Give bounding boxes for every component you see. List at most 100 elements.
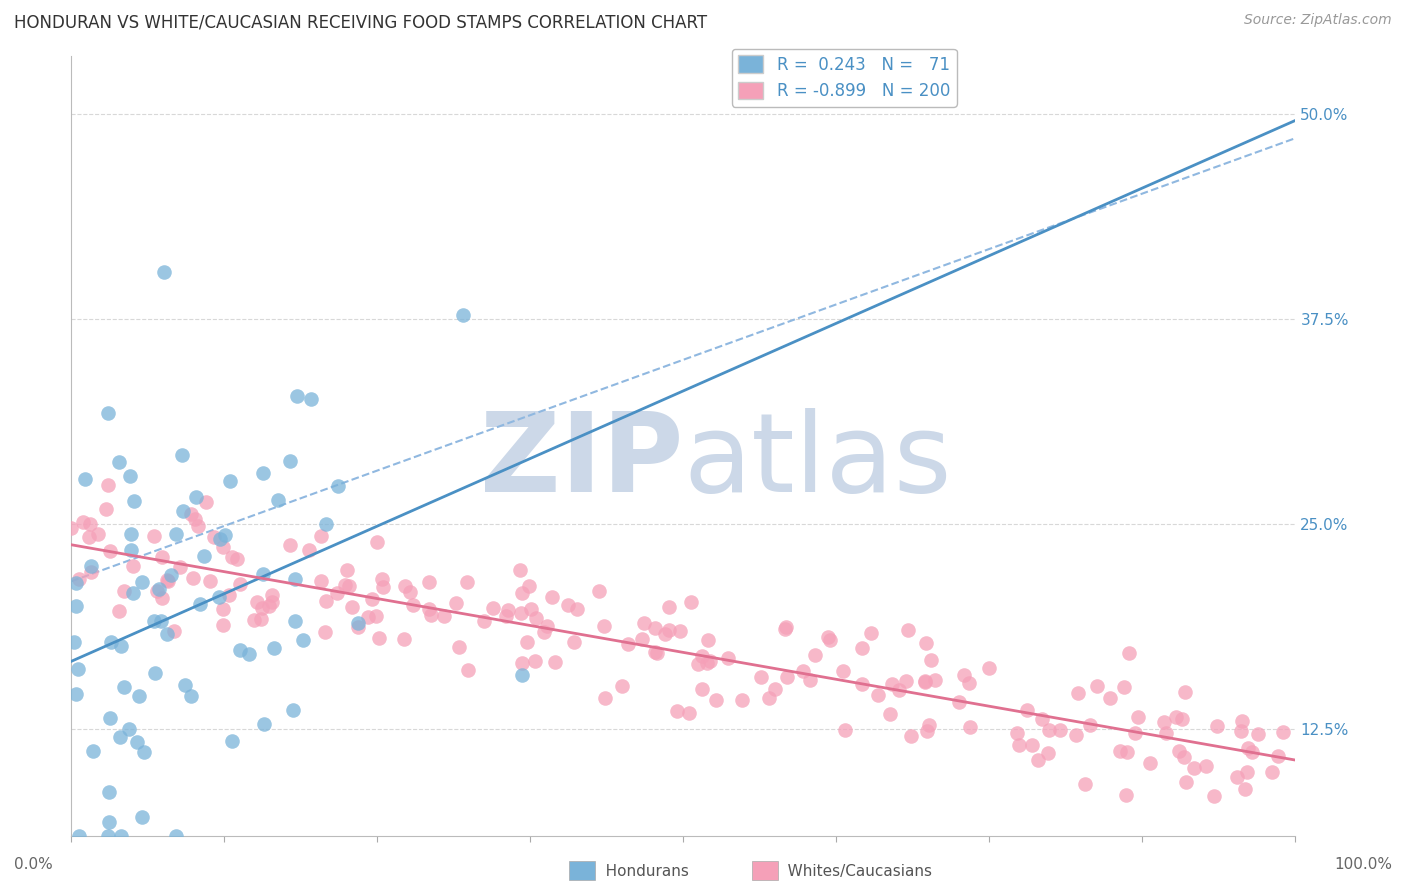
Point <box>172 448 194 462</box>
Point <box>979 661 1001 675</box>
Text: Source: ZipAtlas.com: Source: ZipAtlas.com <box>1244 13 1392 28</box>
Point <box>174 678 197 692</box>
Point <box>1247 727 1270 741</box>
Point <box>366 535 388 549</box>
Point <box>60 521 83 535</box>
Point <box>792 664 814 678</box>
Point <box>63 635 86 649</box>
Point <box>588 583 610 598</box>
Point <box>399 585 422 599</box>
Point <box>97 406 120 420</box>
Point <box>98 711 121 725</box>
Point <box>299 392 322 407</box>
Point <box>246 595 269 609</box>
Point <box>120 469 142 483</box>
Point <box>880 677 903 691</box>
Point <box>1078 717 1101 731</box>
Point <box>186 491 208 505</box>
Point <box>818 633 841 648</box>
Point <box>512 657 534 671</box>
Point <box>188 598 211 612</box>
Point <box>658 623 681 637</box>
Text: HONDURAN VS WHITE/CAUCASIAN RECEIVING FOOD STAMPS CORRELATION CHART: HONDURAN VS WHITE/CAUCASIAN RECEIVING FO… <box>14 13 707 31</box>
Point <box>644 645 666 659</box>
Point <box>831 664 853 678</box>
Point <box>595 691 617 706</box>
Point <box>97 785 120 799</box>
Point <box>242 613 264 627</box>
Point <box>1116 745 1139 759</box>
Point <box>225 552 247 566</box>
Point <box>696 656 718 670</box>
Point <box>1267 749 1289 764</box>
Point <box>122 494 145 508</box>
Point <box>524 610 547 624</box>
Point <box>65 599 87 613</box>
Point <box>112 680 135 694</box>
Point <box>1109 744 1132 758</box>
Point <box>914 674 936 689</box>
Point <box>214 528 236 542</box>
Point <box>953 668 976 682</box>
Point <box>284 572 307 586</box>
Point <box>148 582 170 596</box>
Point <box>134 745 156 759</box>
Point <box>373 580 395 594</box>
Point <box>610 679 633 693</box>
Point <box>65 576 87 591</box>
Point <box>496 603 519 617</box>
Point <box>533 624 555 639</box>
Point <box>1026 754 1049 768</box>
Point <box>364 609 387 624</box>
Text: ZIP: ZIP <box>479 408 683 515</box>
Point <box>1230 714 1253 728</box>
Point <box>150 549 173 564</box>
Text: Whites/Caucasians: Whites/Caucasians <box>773 863 932 879</box>
Point <box>456 574 478 589</box>
Point <box>889 683 911 698</box>
Point <box>433 608 456 623</box>
Point <box>193 549 215 563</box>
Point <box>100 635 122 649</box>
Point <box>121 586 143 600</box>
Point <box>120 527 142 541</box>
Point <box>1202 789 1225 803</box>
Point <box>1021 738 1043 752</box>
Point <box>717 651 740 665</box>
Point <box>1170 712 1192 726</box>
Point <box>122 558 145 573</box>
Point <box>150 591 173 605</box>
Point <box>228 577 250 591</box>
Point <box>267 493 290 508</box>
Point <box>557 598 579 612</box>
Point <box>1126 709 1149 723</box>
Point <box>163 624 186 638</box>
Point <box>79 517 101 532</box>
Point <box>94 502 117 516</box>
Point <box>156 573 179 587</box>
Point <box>1271 725 1294 739</box>
Point <box>1139 756 1161 770</box>
Point <box>631 632 654 646</box>
Point <box>444 596 467 610</box>
Point <box>221 734 243 748</box>
Point <box>184 512 207 526</box>
Point <box>208 591 231 605</box>
Point <box>112 583 135 598</box>
Point <box>97 829 120 843</box>
Point <box>900 729 922 743</box>
Point <box>221 549 243 564</box>
Point <box>1173 749 1195 764</box>
Point <box>108 455 131 469</box>
Point <box>110 639 132 653</box>
Point <box>311 574 333 588</box>
Point <box>346 620 368 634</box>
Point <box>915 636 938 650</box>
Point <box>146 583 169 598</box>
Point <box>897 624 920 638</box>
Point <box>131 810 153 824</box>
Point <box>125 735 148 749</box>
Point <box>1236 740 1258 755</box>
Point <box>156 626 179 640</box>
Point <box>252 467 274 481</box>
